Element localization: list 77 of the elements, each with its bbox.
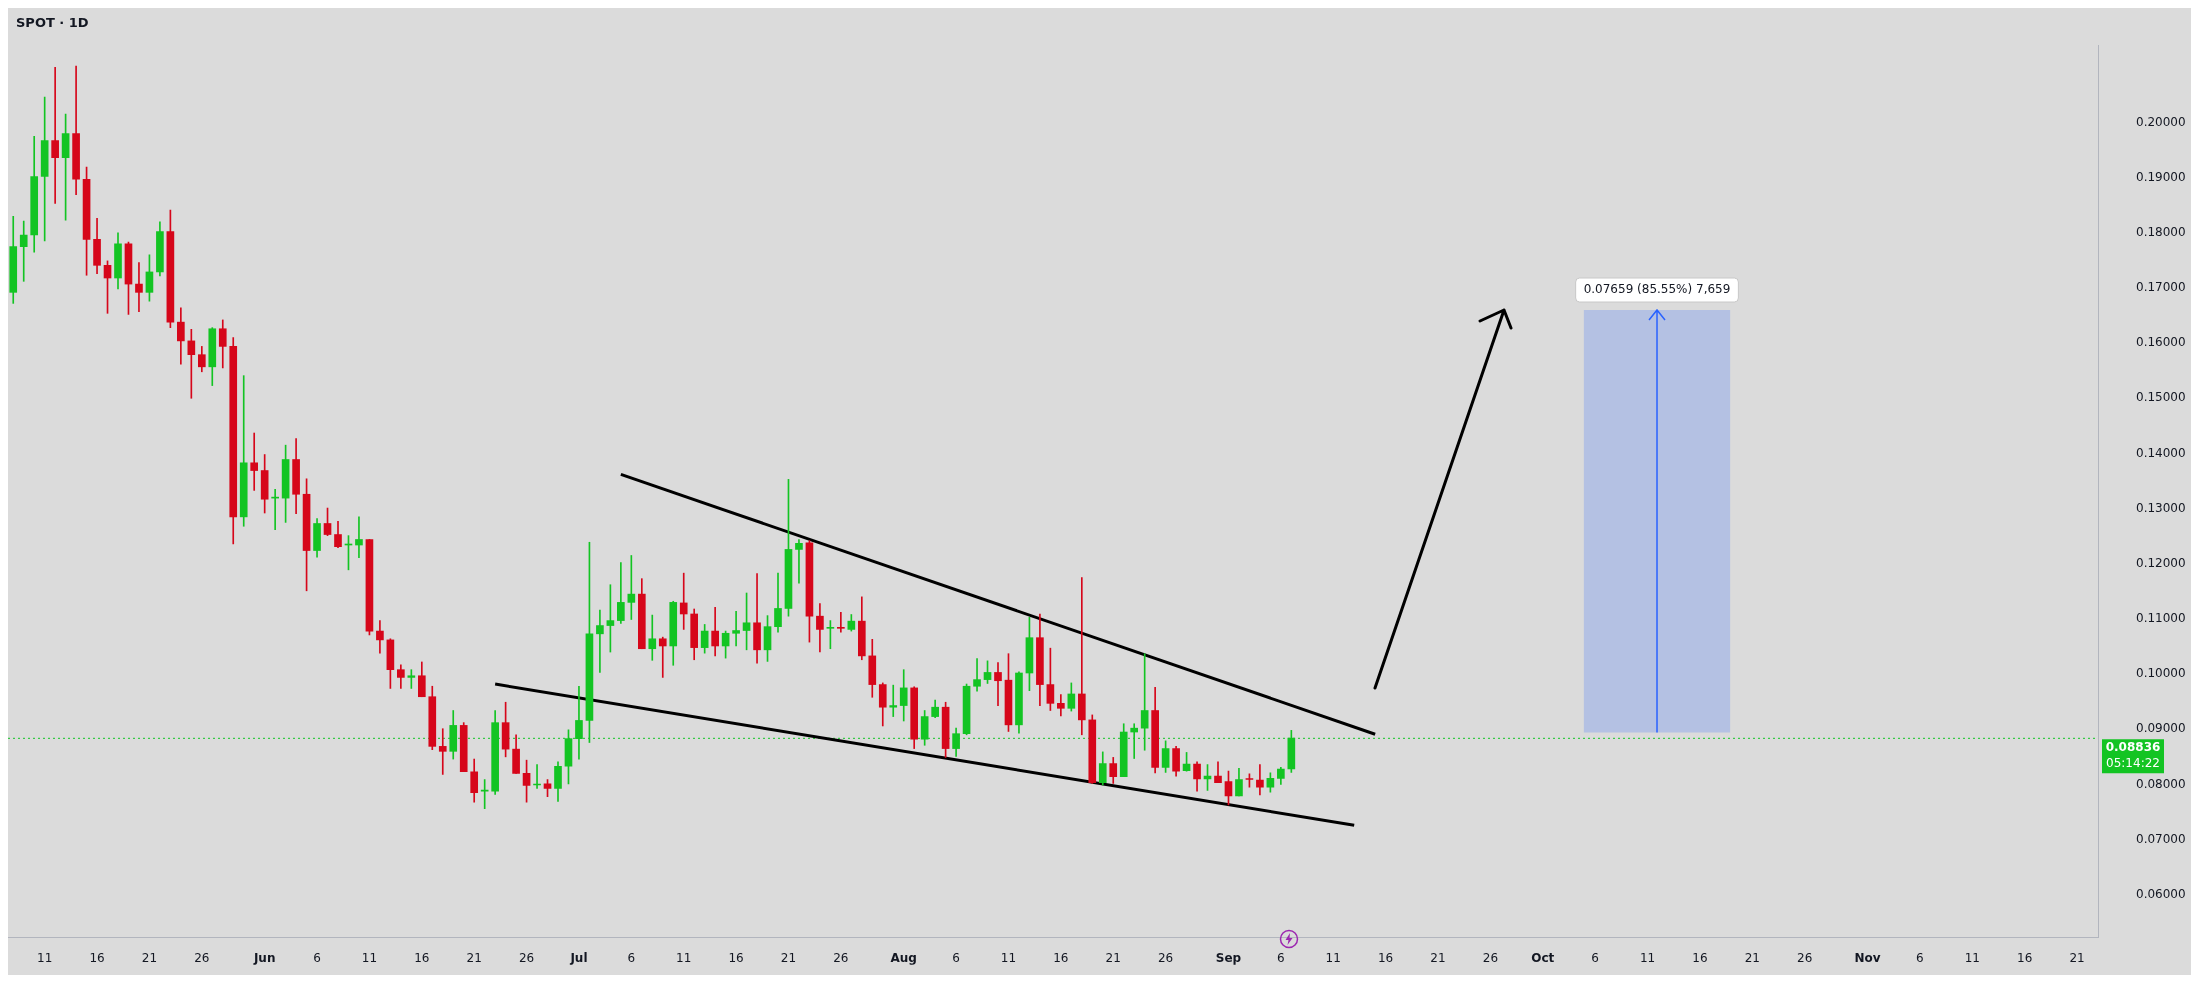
y-tick-label: 0.06000 <box>2136 886 2186 901</box>
chart-title: SPOT · 1D <box>16 15 89 31</box>
x-tick-label: 16 <box>728 951 744 966</box>
y-tick-label: 0.18000 <box>2136 224 2186 239</box>
candlestick <box>889 684 898 717</box>
candlestick <box>679 572 688 630</box>
x-tick-label: 11 <box>1325 951 1341 966</box>
candlestick <box>795 539 803 584</box>
x-tick-label: 16 <box>2017 951 2033 966</box>
x-tick-label: 21 <box>2069 951 2085 966</box>
candlestick <box>135 262 143 312</box>
y-tick-label: 0.09000 <box>2136 721 2186 736</box>
y-tick-label: 0.20000 <box>2136 114 2186 129</box>
candlestick <box>1130 723 1139 759</box>
x-tick-label: 21 <box>466 951 482 966</box>
x-tick-label: Aug <box>890 951 917 966</box>
x-tick-label: 6 <box>952 951 960 966</box>
y-tick-label: 0.17000 <box>2136 280 2186 295</box>
y-tick-label: 0.13000 <box>2136 500 2186 515</box>
x-tick-label: Jul <box>569 951 588 966</box>
x-tick-label: 11 <box>361 951 378 966</box>
candlestick <box>596 609 604 673</box>
candlestick <box>994 662 1002 706</box>
text: 05:14:22 <box>2106 756 2160 771</box>
y-tick-label: 0.10000 <box>2136 666 2186 681</box>
candlestick <box>837 611 845 633</box>
y-tick-label: 0.11000 <box>2136 611 2186 626</box>
x-tick-label: 11 <box>1639 951 1656 966</box>
x-tick-label: 11 <box>1000 951 1017 966</box>
x-tick-label: 21 <box>1430 951 1446 966</box>
candlestick <box>19 220 28 282</box>
y-tick-label: 0.08000 <box>2136 776 2186 791</box>
candlestick <box>973 658 981 692</box>
x-tick-label: 21 <box>141 951 158 966</box>
candlestick <box>732 610 740 647</box>
x-tick-label: 6 <box>627 951 636 966</box>
x-tick-label: 16 <box>89 951 105 966</box>
x-tick-label: Oct <box>1531 951 1555 966</box>
candlestick <box>648 614 657 661</box>
x-tick-label: 16 <box>1377 951 1394 966</box>
x-tick-label: 21 <box>1105 951 1121 966</box>
x-tick-label: 26 <box>1157 951 1174 966</box>
x-tick-label: Sep <box>1215 951 1242 966</box>
candlestick <box>355 516 363 559</box>
y-tick-label: 0.12000 <box>2136 555 2186 570</box>
x-tick-label: 16 <box>1053 951 1069 966</box>
x-tick-label: 6 <box>313 951 321 966</box>
candlestick <box>658 636 667 678</box>
x-tick-label: 21 <box>1744 951 1760 966</box>
y-tick-label: 0.07000 <box>2136 831 2186 846</box>
y-tick-label: 0.15000 <box>2136 390 2186 405</box>
candlestick <box>438 728 447 775</box>
x-tick-label: 26 <box>1797 951 1813 966</box>
x-tick-label: 6 <box>1591 951 1599 966</box>
x-tick-label: 26 <box>518 951 535 966</box>
candlestick <box>1256 764 1264 796</box>
y-tick-label: 0.14000 <box>2136 445 2186 460</box>
x-tick-label: 16 <box>414 951 430 966</box>
x-tick-label: 11 <box>676 951 692 966</box>
x-tick-label: Nov <box>1854 951 1881 966</box>
candlestick <box>250 432 259 491</box>
band-label: 0.07659 (85.55%) 7,659 <box>1583 282 1731 297</box>
candlestick <box>1077 577 1086 736</box>
candlestick <box>51 66 59 204</box>
y-tick-label: 0.19000 <box>2136 169 2186 184</box>
x-tick-label: 11 <box>37 951 53 966</box>
x-tick-label: 21 <box>780 951 797 966</box>
ref-line-label: 0.08836 <box>2105 740 2161 755</box>
x-tick-label: 6 <box>1916 951 1924 966</box>
x-tick-label: 26 <box>833 951 849 966</box>
y-tick-label: 0.16000 <box>2136 335 2186 350</box>
x-tick-label: 11 <box>1964 951 1980 966</box>
x-tick-label: 6 <box>1277 951 1285 966</box>
x-tick-label: 26 <box>1482 951 1499 966</box>
x-tick-label: Jun <box>252 951 276 966</box>
x-tick-label: 16 <box>1692 951 1708 966</box>
x-tick-label: 26 <box>194 951 210 966</box>
